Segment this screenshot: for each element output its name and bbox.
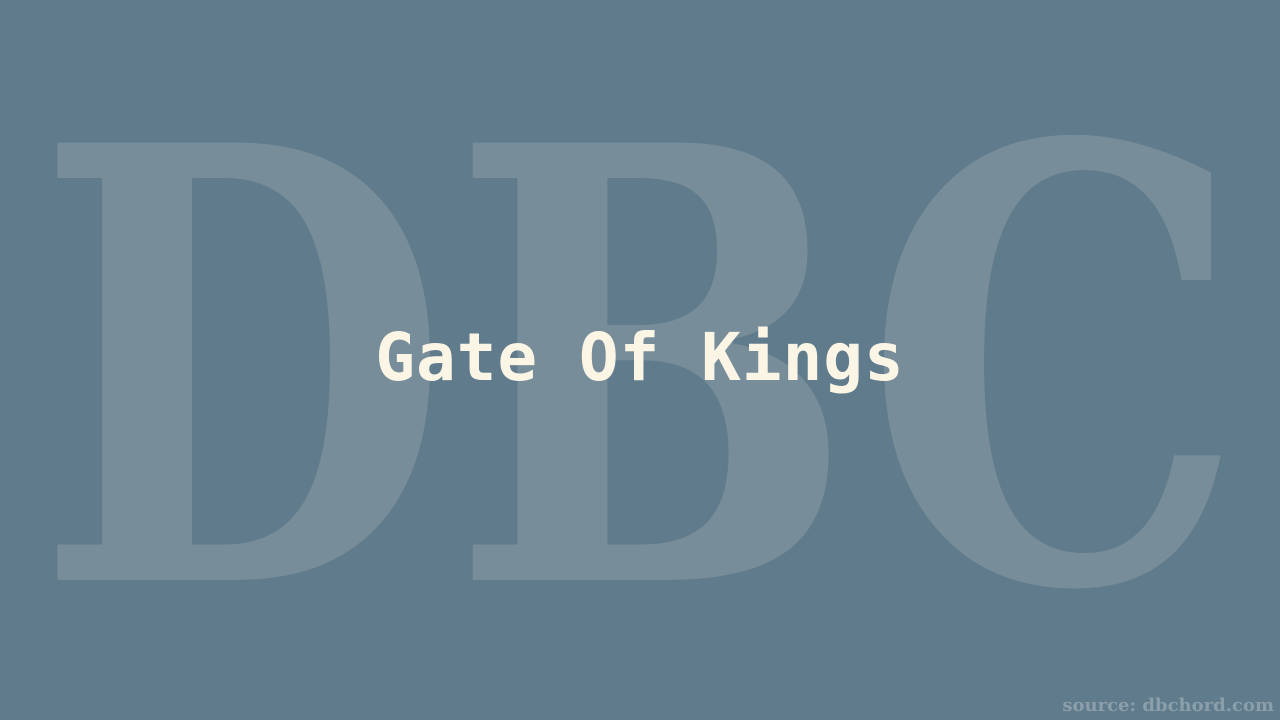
source-credit: source: dbchord.com <box>1062 694 1274 718</box>
song-title: Gate Of Kings <box>0 318 1280 398</box>
